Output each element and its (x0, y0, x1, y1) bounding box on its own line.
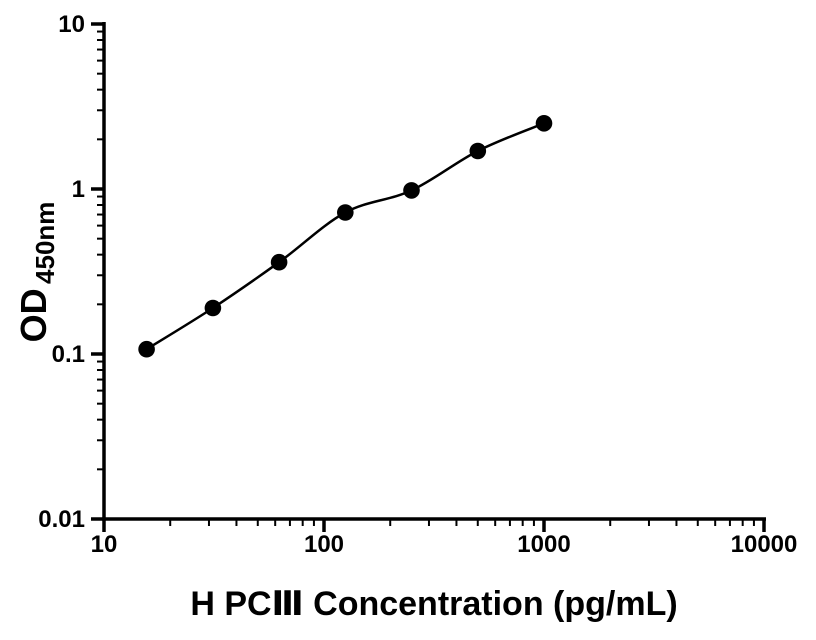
x-tick-label: 1000 (517, 531, 570, 558)
x-tick-label: 100 (304, 531, 344, 558)
fit-curve (145, 122, 545, 351)
data-point (337, 204, 354, 221)
y-tick-label: 0.01 (38, 506, 85, 533)
y-axis-label-subscript: 450nm (30, 202, 60, 284)
y-tick-label: 0.1 (52, 341, 85, 368)
y-axis-label-main: OD (13, 288, 54, 342)
data-point (270, 253, 288, 271)
y-tick-label: 1 (72, 176, 85, 203)
y-axis-label: OD 450nm (13, 202, 60, 343)
data-point (403, 182, 420, 199)
x-axis-label: H PCⅢ Concentration (pg/mL) (190, 585, 677, 623)
axes: 10 100 1000 10000 0.01 0.1 1 10 (38, 11, 797, 558)
y-tick-label: 10 (58, 11, 85, 38)
x-tick-label: 10 (91, 531, 118, 558)
data-point (138, 340, 155, 358)
data-point (204, 299, 222, 317)
x-tick-label: 10000 (731, 531, 798, 558)
data-point (469, 142, 487, 160)
data-point (535, 115, 553, 132)
series (138, 115, 553, 358)
